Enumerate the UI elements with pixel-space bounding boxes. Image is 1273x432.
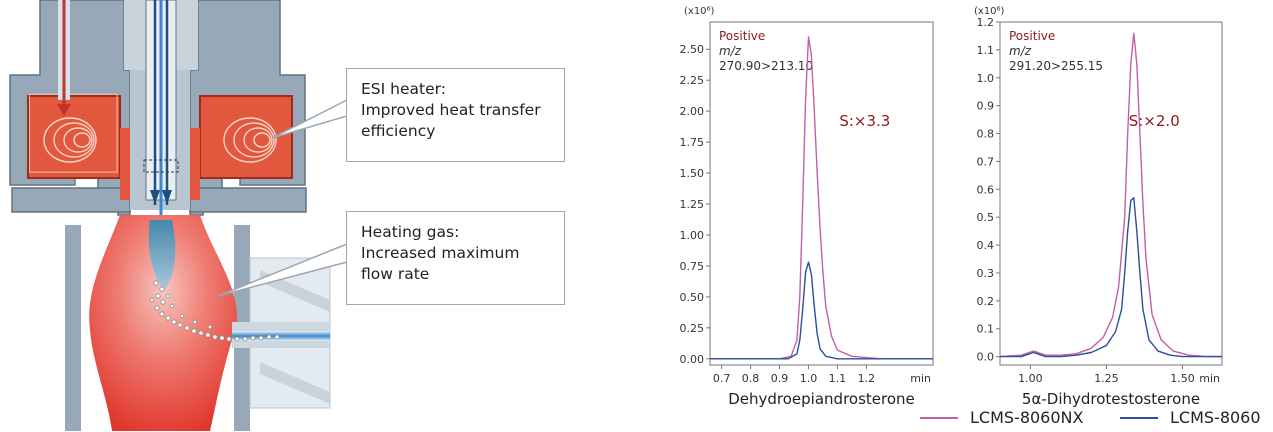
y-tick-label: 0.50 — [680, 291, 705, 304]
transition-label: 291.20>255.15 — [1009, 59, 1103, 73]
legend-item-lcms-8060nx: LCMS-8060NX — [920, 408, 1083, 427]
chart-dehydroepiandrosterone: 0.00 0.25 0.50 0.75 1.00 1.25 1.50 1.75 2.00 2.25… — [680, 6, 934, 408]
polarity-label: Positive — [719, 29, 765, 43]
y-tick-label: 1.75 — [680, 136, 705, 149]
y-tick-label: 0.2 — [977, 295, 995, 308]
y-tick-label: 1.25 — [680, 198, 705, 211]
plot-frame — [999, 21, 1223, 366]
plot-frame — [709, 21, 934, 366]
y-tick-label: 1.00 — [680, 229, 705, 242]
x-tick-label: 1.25 — [1094, 372, 1119, 385]
y-tick-label: 0.75 — [680, 260, 705, 273]
x-unit-label: min — [910, 372, 931, 385]
legend-item-lcms-8060: LCMS-8060 — [1120, 408, 1261, 427]
callout-gas-line-2: Increased maximum — [361, 244, 520, 262]
mz-label: m/z — [1009, 44, 1032, 58]
esi-heater-right — [190, 95, 293, 200]
x-tick-label: 0.8 — [742, 372, 760, 385]
y-tick-label: 0.8 — [977, 128, 995, 141]
heated-capillary — [232, 322, 330, 348]
chart-dihydrotestosterone: 0.0 0.1 0.2 0.3 0.4 0.5 0.6 0.7 0.8 0.9 1.0 1.1 1.2 1… — [974, 6, 1223, 408]
x-tick-label: 1.1 — [829, 372, 847, 385]
series-line-lcms-8060 — [1000, 196, 1222, 358]
y-tick-label: 1.0 — [977, 72, 995, 85]
callout-esi-line-3: efficiency — [361, 122, 436, 140]
callout-heating-gas: Heating gas: Increased maximum flow rate — [346, 211, 565, 305]
scale-note: S:×3.3 — [839, 112, 890, 130]
series-line-lcms-8060 — [710, 261, 933, 360]
y-multiplier-label: (x10⁶) — [974, 6, 1005, 17]
y-tick-label: 0.5 — [977, 211, 995, 224]
scale-note: S:×2.0 — [1129, 112, 1180, 130]
y-tick-label: 1.2 — [977, 16, 995, 29]
esi-heater-left — [27, 93, 130, 200]
x-axis-title: Dehydroepiandrosterone — [728, 390, 915, 408]
y-tick-label: 0.1 — [977, 323, 995, 336]
spray-plume — [89, 215, 238, 431]
y-tick-label: 0.25 — [680, 322, 705, 335]
callout-esi-line-2: Improved heat transfer — [361, 101, 541, 119]
y-tick-label: 0.7 — [977, 155, 995, 168]
x-unit-label: min — [1199, 372, 1220, 385]
y-tick-label: 0.4 — [977, 239, 995, 252]
callout-gas-line-1: Heating gas: — [361, 223, 460, 241]
x-tick-label: 1.2 — [858, 372, 876, 385]
polarity-label: Positive — [1009, 29, 1055, 43]
y-tick-label: 2.00 — [680, 105, 705, 118]
y-multiplier-label: (x10⁶) — [684, 6, 715, 17]
y-tick-label: 1.1 — [977, 44, 995, 57]
x-tick-label: 1.50 — [1170, 372, 1195, 385]
legend-swatch — [1120, 416, 1158, 419]
x-tick-label: 0.9 — [771, 372, 789, 385]
x-tick-label: 1.0 — [800, 372, 818, 385]
gas-inlet-arrow — [57, 0, 71, 116]
legend-label: LCMS-8060NX — [970, 408, 1084, 427]
y-tick-label: 0.9 — [977, 100, 995, 113]
legend-swatch — [920, 416, 958, 419]
callout-esi-heater: ESI heater: Improved heat transfer effic… — [346, 68, 565, 162]
y-tick-label: 0.00 — [680, 353, 705, 366]
x-tick-label: 0.7 — [713, 372, 731, 385]
ion-source-illustration — [9, 0, 348, 431]
mz-label: m/z — [719, 44, 742, 58]
y-tick-label: 2.50 — [680, 43, 705, 56]
esi-probe — [143, 0, 179, 220]
droplet-trail — [149, 280, 280, 342]
transition-label: 270.90>213.10 — [719, 59, 813, 73]
y-tick-label: 0.3 — [977, 267, 995, 280]
x-tick-label: 1.00 — [1018, 372, 1043, 385]
legend-label: LCMS-8060 — [1170, 408, 1261, 427]
series-line-lcms-8060nx — [999, 32, 1222, 358]
y-tick-label: 1.50 — [680, 167, 705, 180]
callout-gas-line-3: flow rate — [361, 265, 430, 283]
y-tick-label: 2.25 — [680, 74, 705, 87]
series-line-lcms-8060nx — [710, 36, 933, 360]
y-tick-label: 0.0 — [977, 351, 995, 364]
callout-esi-line-1: ESI heater: — [361, 80, 446, 98]
y-tick-label: 0.6 — [977, 183, 995, 196]
x-axis-title: 5α-Dihydrotestosterone — [1022, 390, 1200, 408]
